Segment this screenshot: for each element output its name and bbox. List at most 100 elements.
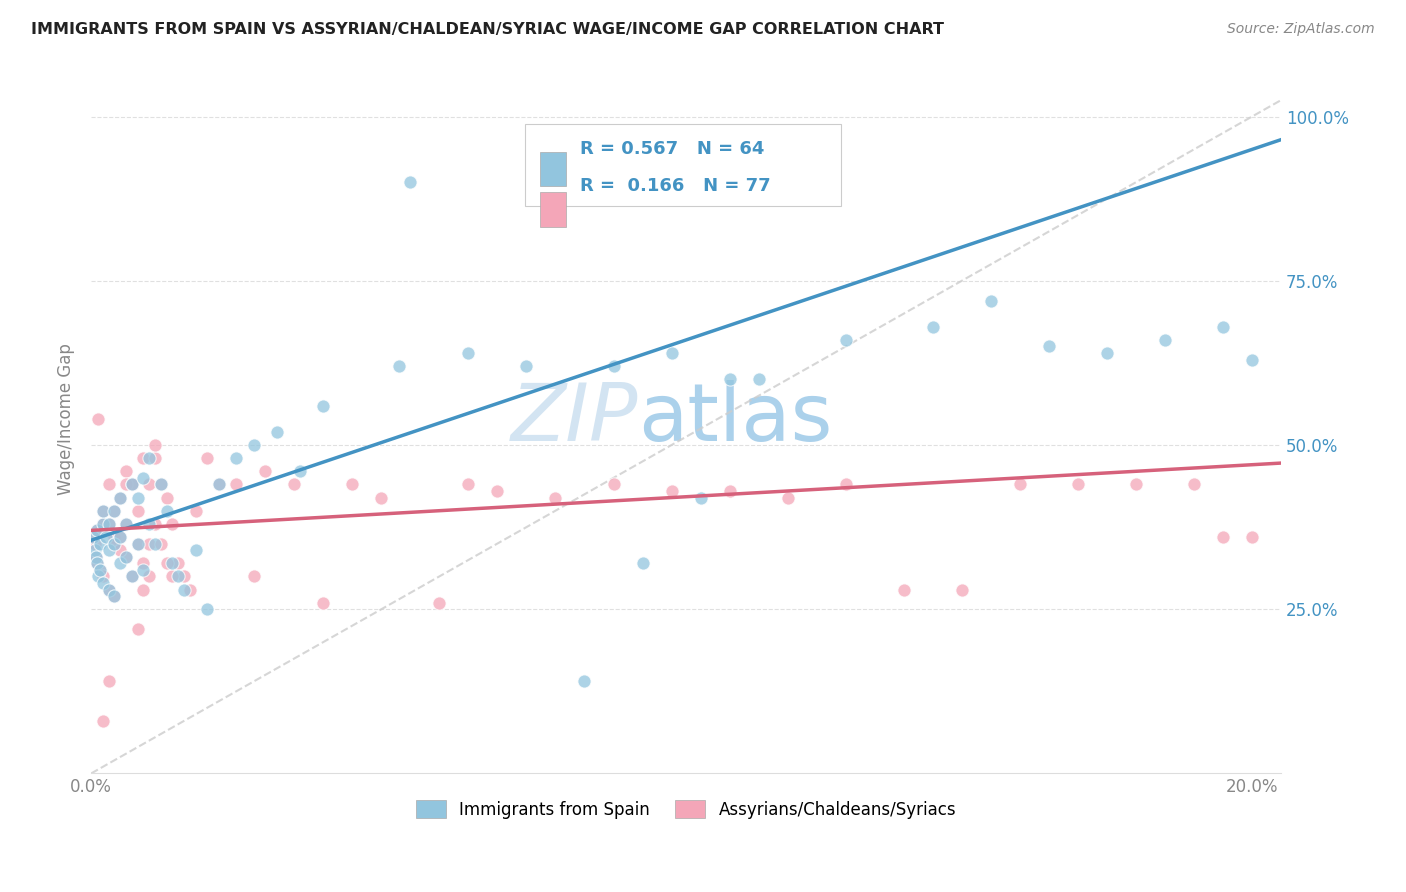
Point	[86, 556, 108, 570]
Point	[97, 516, 120, 531]
Point	[921, 319, 943, 334]
Point	[155, 504, 177, 518]
Point	[195, 451, 218, 466]
Point	[91, 569, 114, 583]
Point	[602, 359, 624, 374]
Point	[103, 536, 125, 550]
Text: R = 0.567   N = 64: R = 0.567 N = 64	[581, 140, 765, 158]
Point	[225, 451, 247, 466]
Point	[115, 477, 138, 491]
Point	[127, 536, 149, 550]
Point	[108, 556, 131, 570]
Point	[91, 516, 114, 531]
Point	[242, 569, 264, 583]
Y-axis label: Wage/Income Gap: Wage/Income Gap	[58, 343, 75, 495]
Point	[97, 582, 120, 597]
Legend: Immigrants from Spain, Assyrians/Chaldeans/Syriacs: Immigrants from Spain, Assyrians/Chaldea…	[409, 793, 963, 825]
Point	[1182, 477, 1205, 491]
Point	[457, 346, 479, 360]
Point	[1212, 319, 1234, 334]
Point	[86, 524, 108, 538]
Point	[97, 674, 120, 689]
Point	[132, 563, 155, 577]
Point	[143, 536, 166, 550]
Point	[127, 536, 149, 550]
Point	[121, 477, 143, 491]
Point	[718, 372, 741, 386]
Point	[143, 516, 166, 531]
Point	[312, 399, 335, 413]
Point	[115, 549, 138, 564]
Point	[457, 477, 479, 491]
Point	[748, 372, 770, 386]
FancyBboxPatch shape	[526, 124, 841, 206]
Point	[1154, 333, 1177, 347]
Point	[138, 516, 160, 531]
Point	[288, 464, 311, 478]
Point	[108, 491, 131, 505]
Point	[167, 569, 190, 583]
Point	[283, 477, 305, 491]
Point	[149, 536, 172, 550]
Point	[167, 556, 190, 570]
Point	[834, 477, 856, 491]
Point	[103, 589, 125, 603]
Point	[89, 563, 111, 577]
Point	[103, 530, 125, 544]
Point	[121, 477, 143, 491]
Point	[89, 536, 111, 550]
Point	[1212, 530, 1234, 544]
Point	[1008, 477, 1031, 491]
FancyBboxPatch shape	[540, 193, 565, 227]
Point	[94, 530, 117, 544]
Point	[1240, 530, 1263, 544]
Point	[149, 477, 172, 491]
Point	[1067, 477, 1090, 491]
Point	[179, 582, 201, 597]
Point	[661, 346, 683, 360]
Point	[155, 491, 177, 505]
Point	[266, 425, 288, 439]
Point	[103, 504, 125, 518]
Point	[515, 359, 537, 374]
Point	[132, 471, 155, 485]
Text: ZIP: ZIP	[512, 380, 638, 458]
Point	[86, 524, 108, 538]
Point	[132, 556, 155, 570]
Point	[108, 530, 131, 544]
Point	[97, 543, 120, 558]
Text: IMMIGRANTS FROM SPAIN VS ASSYRIAN/CHALDEAN/SYRIAC WAGE/INCOME GAP CORRELATION CH: IMMIGRANTS FROM SPAIN VS ASSYRIAN/CHALDE…	[31, 22, 943, 37]
Point	[84, 549, 107, 564]
Point	[127, 622, 149, 636]
Point	[834, 333, 856, 347]
Point	[121, 569, 143, 583]
Point	[127, 491, 149, 505]
FancyBboxPatch shape	[540, 152, 565, 186]
Point	[184, 504, 207, 518]
Point	[544, 491, 567, 505]
Point	[115, 549, 138, 564]
Point	[138, 569, 160, 583]
Point	[1240, 352, 1263, 367]
Point	[83, 543, 105, 558]
Point	[132, 451, 155, 466]
Point	[91, 516, 114, 531]
Point	[242, 438, 264, 452]
Point	[91, 504, 114, 518]
Point	[162, 569, 184, 583]
Point	[83, 536, 105, 550]
Point	[84, 549, 107, 564]
Point	[115, 516, 138, 531]
Point	[121, 569, 143, 583]
Point	[97, 477, 120, 491]
Point	[121, 477, 143, 491]
Point	[980, 293, 1002, 308]
Point	[1125, 477, 1147, 491]
Point	[91, 714, 114, 728]
Point	[87, 569, 110, 583]
Point	[155, 556, 177, 570]
Point	[86, 556, 108, 570]
Point	[893, 582, 915, 597]
Point	[97, 516, 120, 531]
Point	[127, 504, 149, 518]
